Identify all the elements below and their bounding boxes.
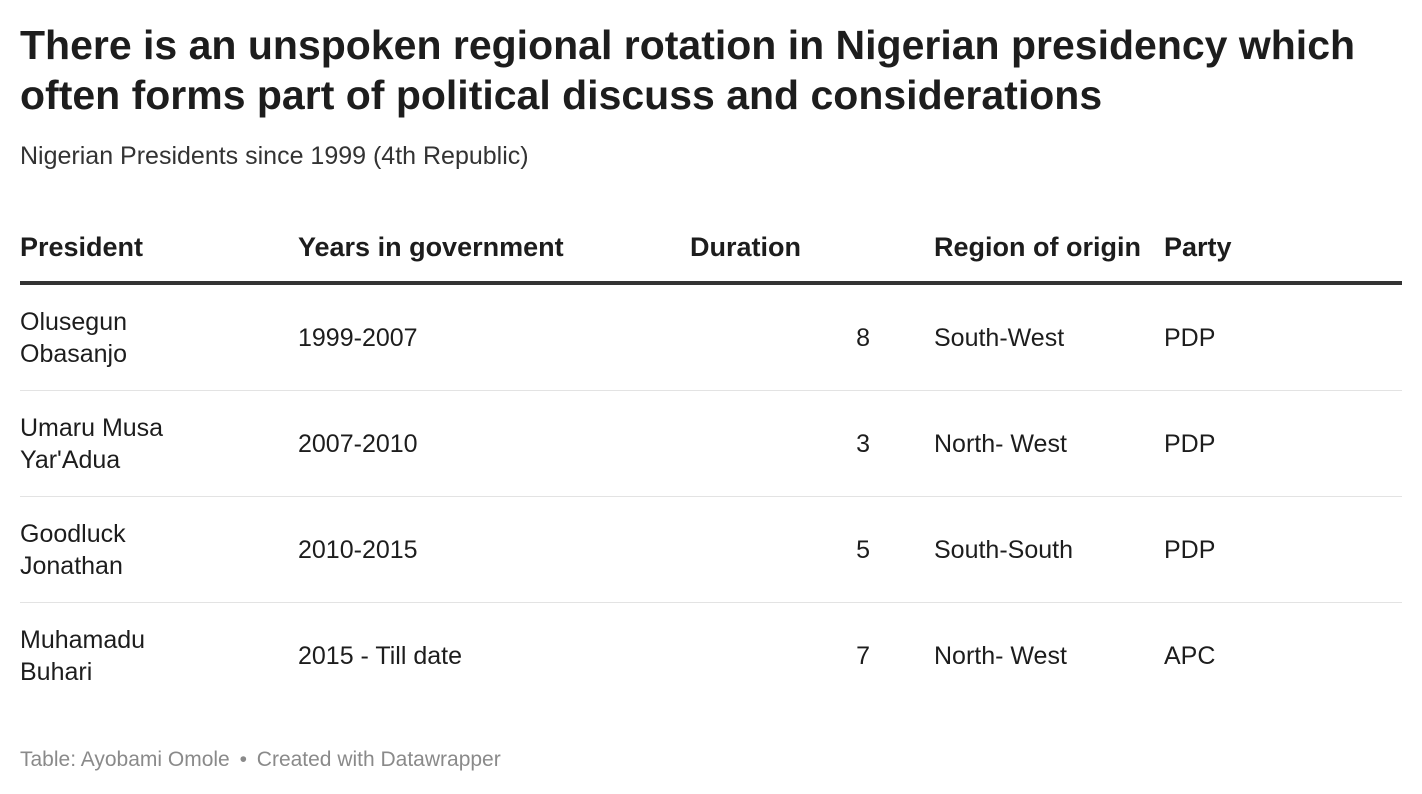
cell-party: PDP <box>1164 496 1402 603</box>
cell-party: APC <box>1164 641 1216 670</box>
presidents-table: President Years in government Duration R… <box>20 214 1402 708</box>
datawrapper-credit[interactable]: Created with Datawrapper <box>256 748 501 771</box>
cell-duration: 5 <box>690 496 870 603</box>
column-header-party[interactable]: Party <box>1164 214 1402 285</box>
column-header-duration[interactable]: Duration <box>690 214 870 285</box>
chart-title: There is an unspoken regional rotation i… <box>20 22 1356 118</box>
source-credit: Table: Ayobami Omole <box>20 748 230 771</box>
cell-president: Muhamadu Buhari <box>20 603 298 709</box>
cell-duration: 3 <box>690 390 870 497</box>
cell-duration: 7 <box>856 641 870 670</box>
president-name: Olusegun Obasanjo <box>20 307 128 368</box>
cell-region: North- West <box>870 390 1164 497</box>
column-header-president[interactable]: President <box>20 214 298 285</box>
president-name: Goodluck Jonathan <box>20 519 126 580</box>
cell-region: South-South <box>870 496 1164 603</box>
table-row: Goodluck Jonathan 2010-2015 5 South-Sout… <box>20 496 1402 603</box>
cell-president: Olusegun Obasanjo <box>20 283 298 391</box>
column-header-region[interactable]: Region of origin <box>870 214 1164 285</box>
president-name: Umaru Musa Yar'Adua <box>20 413 164 474</box>
chart-footer: Table: Ayobami Omole • Created with Data… <box>20 746 501 774</box>
cell-region: North- West <box>934 641 1067 670</box>
table-header-row: President Years in government Duration R… <box>20 214 1402 285</box>
cell-party: PDP <box>1164 283 1402 391</box>
cell-years: 2015 - Till date <box>298 641 462 670</box>
cell-years: 2010-2015 <box>298 496 690 603</box>
table-row: Olusegun Obasanjo 1999-2007 8 South-West… <box>20 283 1402 391</box>
cell-party: PDP <box>1164 390 1402 497</box>
table-row: Muhamadu Buhari 2015 - Till date 7 North… <box>20 603 1402 709</box>
cell-president: Goodluck Jonathan <box>20 496 298 603</box>
cell-years: 2007-2010 <box>298 390 690 497</box>
cell-president: Umaru Musa Yar'Adua <box>20 390 298 497</box>
cell-region: South-West <box>870 283 1164 391</box>
table-row: Umaru Musa Yar'Adua 2007-2010 3 North- W… <box>20 390 1402 497</box>
cell-duration: 8 <box>690 283 870 391</box>
cell-years: 1999-2007 <box>298 283 690 391</box>
column-header-years[interactable]: Years in government <box>298 214 690 285</box>
chart-subtitle: Nigerian Presidents since 1999 (4th Repu… <box>20 142 529 170</box>
president-name: Muhamadu Buhari <box>20 625 146 686</box>
footer-separator: • <box>239 748 247 771</box>
